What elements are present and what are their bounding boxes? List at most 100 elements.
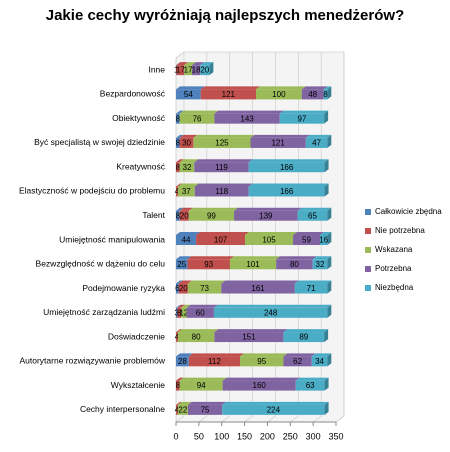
data-label: 60: [196, 308, 205, 317]
y-tick-label: Wykształcenie: [111, 380, 166, 390]
data-label: 71: [307, 284, 316, 293]
y-tick-label: Talent: [142, 210, 165, 220]
y-tick-label: Umiejętność manipulowania: [59, 234, 165, 244]
data-label: 28: [178, 357, 187, 366]
y-tick-label: Inne: [148, 64, 165, 74]
data-label: 47: [312, 139, 321, 148]
data-label: 100: [272, 90, 286, 99]
y-tick-label: Elastyczność w podejściu do problemu: [19, 186, 165, 196]
data-label: 76: [193, 114, 202, 123]
data-label: 20: [179, 284, 188, 293]
data-label: 75: [201, 405, 210, 414]
bar-top: [283, 353, 315, 356]
data-label: 89: [299, 333, 308, 342]
bar-top: [189, 208, 238, 211]
bar-top: [256, 86, 306, 89]
bar-top: [188, 281, 225, 284]
data-label: 34: [315, 357, 324, 366]
bar-top: [230, 256, 280, 259]
bar-top: [296, 378, 329, 381]
bar-top: [249, 183, 329, 186]
legend-swatch: [365, 247, 371, 253]
bar-top: [298, 208, 332, 211]
y-tick-label: Bezwzględność w dążeniu do celu: [36, 259, 166, 269]
data-label: 94: [197, 381, 206, 390]
y-tick-label: Doświadczenie: [108, 331, 165, 341]
data-label: 112: [208, 357, 221, 366]
x-tick-label: 250: [283, 431, 298, 441]
legend-label: Potrzebna: [375, 264, 412, 273]
x-tick-label: 100: [214, 431, 229, 441]
bar-top: [280, 111, 328, 114]
data-label: 119: [215, 163, 228, 172]
bar-top: [306, 135, 331, 138]
data-label: 20: [180, 211, 189, 220]
bar-top: [201, 86, 260, 89]
data-label: 20: [200, 66, 209, 75]
data-label: 80: [290, 260, 299, 269]
y-tick-label: Umiejętność zarządzania ludźmi: [43, 307, 165, 317]
y-tick-label: Obiektywność: [112, 113, 166, 123]
data-label: 224: [267, 405, 281, 414]
data-label: 166: [280, 163, 294, 172]
data-label: 63: [306, 381, 315, 390]
bar-top: [214, 329, 287, 332]
legend-swatch: [365, 209, 371, 215]
bar-top: [187, 305, 218, 308]
data-label: 16: [319, 236, 328, 245]
bar-top: [234, 208, 302, 211]
x-tick-label: 0: [173, 431, 178, 441]
data-label: 32: [183, 163, 192, 172]
bar-top: [214, 111, 283, 114]
data-label: 62: [293, 357, 302, 366]
data-label: 248: [264, 308, 278, 317]
y-tick-label: Być specjalistą w swojej dziedzinie: [34, 137, 165, 147]
data-label: 25: [177, 260, 186, 269]
legend-label: Niezbędna: [375, 283, 414, 292]
data-label: 65: [308, 211, 317, 220]
bar-top: [240, 353, 287, 356]
data-label: 73: [200, 284, 209, 293]
data-label: 99: [207, 211, 216, 220]
data-label: 107: [214, 236, 228, 245]
bar-top: [295, 281, 331, 284]
bar-top: [221, 281, 299, 284]
data-label: 44: [182, 236, 191, 245]
bar-top: [187, 256, 234, 259]
data-label: 54: [184, 90, 193, 99]
y-tick-label: Kreatywność: [116, 161, 165, 171]
data-label: 121: [271, 139, 285, 148]
data-label: 139: [259, 211, 273, 220]
y-tick-label: Bezpardonowość: [100, 89, 166, 99]
data-label: 59: [302, 236, 311, 245]
data-label: 32: [316, 260, 325, 269]
bar-top: [180, 111, 219, 114]
data-label: 80: [192, 333, 201, 342]
data-label: 22: [178, 405, 187, 414]
legend-swatch: [365, 285, 371, 291]
bar-top: [214, 305, 331, 308]
bar-top: [196, 232, 249, 235]
y-tick-label: Podejmowanie ryzyka: [82, 283, 165, 293]
bar-top: [188, 402, 226, 405]
data-label: 105: [262, 236, 276, 245]
bar-top: [195, 183, 253, 186]
bar-top: [193, 135, 254, 138]
bar-top: [249, 159, 329, 162]
data-label: 121: [222, 90, 236, 99]
data-label: 151: [242, 333, 256, 342]
data-label: 95: [257, 357, 266, 366]
y-tick-label: Autorytarne rozwiązywanie problemów: [19, 356, 165, 366]
bar-top: [176, 232, 200, 235]
data-label: 30: [182, 139, 191, 148]
bar-top: [245, 232, 297, 235]
data-label: 161: [251, 284, 265, 293]
bar-top: [222, 402, 328, 405]
bar-top: [276, 256, 317, 259]
data-label: 143: [240, 114, 254, 123]
bar-top: [251, 135, 310, 138]
x-tick-label: 50: [194, 431, 204, 441]
bar-top: [189, 353, 244, 356]
bar-top: [283, 329, 328, 332]
